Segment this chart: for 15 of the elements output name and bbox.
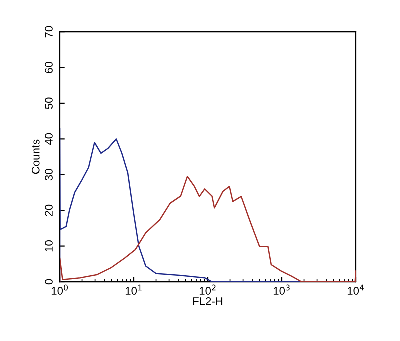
x-axis-title: FL2-H xyxy=(193,298,223,306)
x-tick-label: 10$^{0}$ xyxy=(52,284,68,295)
y-tick-label: 70 xyxy=(45,26,53,38)
x-tick-label: 10$^{4}$ xyxy=(348,284,364,295)
y-tick-label: 30 xyxy=(45,169,53,181)
y-tick-label: 0 xyxy=(45,279,53,285)
x-tick-label: 10$^{1}$ xyxy=(126,284,142,295)
y-axis-title: Counts xyxy=(32,140,40,174)
y-tick-label: 40 xyxy=(45,133,53,146)
y-tick-label: 10 xyxy=(45,240,53,252)
x-tick-label: 10$^{2}$ xyxy=(200,284,216,295)
y-tick-label: 50 xyxy=(45,98,53,110)
y-tick-label: 60 xyxy=(45,62,53,74)
x-tick-label: 10$^{3}$ xyxy=(274,284,290,295)
y-tick-label: 20 xyxy=(45,204,53,216)
